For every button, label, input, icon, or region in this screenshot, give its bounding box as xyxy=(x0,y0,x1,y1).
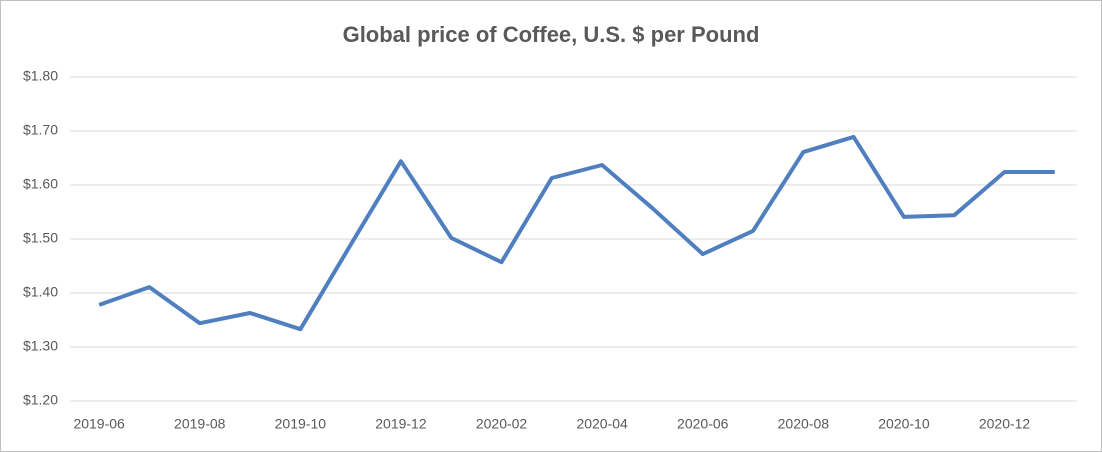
x-tick-label: 2019-10 xyxy=(275,416,327,432)
y-tick-label: $1.20 xyxy=(23,392,58,408)
y-tick-label: $1.60 xyxy=(23,176,58,192)
x-tick-label: 2020-10 xyxy=(878,416,930,432)
y-tick-label: $1.80 xyxy=(23,68,58,84)
x-tick-label: 2020-02 xyxy=(476,416,528,432)
y-tick-label: $1.50 xyxy=(23,230,58,246)
x-tick-label: 2020-12 xyxy=(979,416,1031,432)
x-tick-label: 2020-04 xyxy=(576,416,628,432)
x-tick-label: 2020-08 xyxy=(778,416,830,432)
x-tick-label: 2019-08 xyxy=(174,416,226,432)
data-line xyxy=(98,134,1055,332)
chart-title: Global price of Coffee, U.S. $ per Pound xyxy=(343,22,760,47)
x-tick-label: 2020-06 xyxy=(677,416,729,432)
y-tick-label: $1.70 xyxy=(23,122,58,138)
y-tick-label: $1.30 xyxy=(23,338,58,354)
x-tick-label: 2019-06 xyxy=(73,416,125,432)
x-tick-label: 2019-12 xyxy=(375,416,427,432)
y-tick-label: $1.40 xyxy=(23,284,58,300)
